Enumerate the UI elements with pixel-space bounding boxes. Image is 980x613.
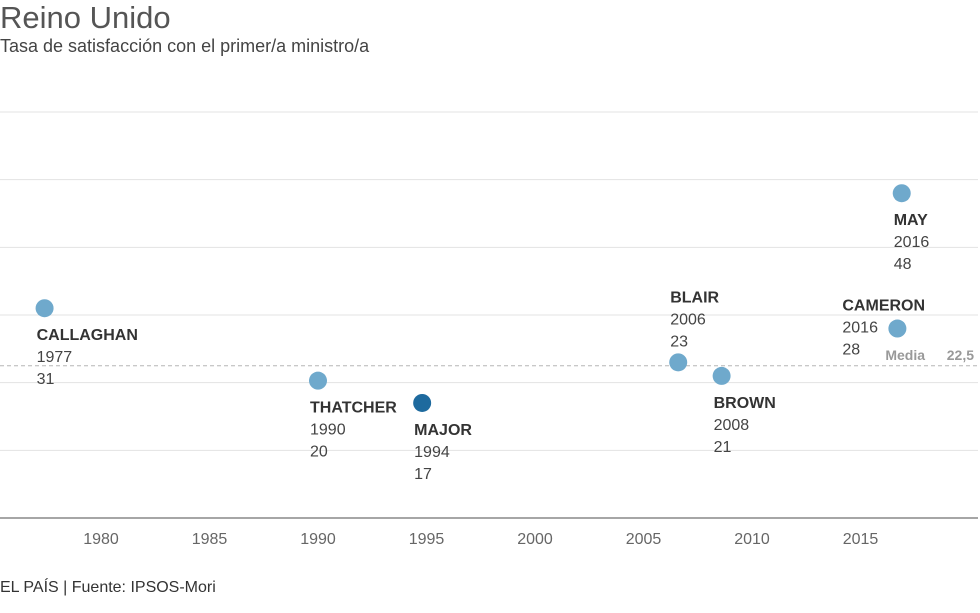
average-value: 22,5 xyxy=(947,347,974,363)
point-name-label: BLAIR xyxy=(670,289,719,306)
source-credit: EL PAÍS | Fuente: IPSOS-Mori xyxy=(0,579,216,596)
data-point xyxy=(892,184,911,203)
data-point xyxy=(309,371,327,390)
chart-subtitle: Tasa de satisfacción con el primer/a min… xyxy=(0,36,370,56)
point-year-label: 2016 xyxy=(842,320,878,337)
point-value-label: 20 xyxy=(310,444,328,461)
x-tick-label: 2015 xyxy=(843,531,879,548)
x-tick-label: 1990 xyxy=(300,531,336,548)
point-year-label: 2006 xyxy=(670,311,706,328)
point-year-label: 2016 xyxy=(894,234,930,251)
average-label: Media xyxy=(885,347,925,363)
data-point xyxy=(669,353,688,372)
x-tick-label: 2010 xyxy=(734,531,770,548)
x-tick-label: 1985 xyxy=(192,531,228,548)
point-name-label: MAY xyxy=(894,212,928,229)
point-name-label: BROWN xyxy=(714,395,776,412)
x-tick-label: 1995 xyxy=(409,531,445,548)
point-name-label: CALLAGHAN xyxy=(37,327,138,344)
point-name-label: CAMERON xyxy=(842,298,925,315)
x-tick-label: 2000 xyxy=(517,531,553,548)
chart-area: 1980 1985 1990 1995 2000 2005 2010 2015 Media 22,… xyxy=(0,111,978,548)
point-value-label: 21 xyxy=(714,439,732,456)
point-name-label: THATCHER xyxy=(310,400,397,417)
point-value-label: 28 xyxy=(842,342,860,359)
point-value-label: 23 xyxy=(670,333,688,350)
point-value-label: 48 xyxy=(894,256,912,273)
point-value-label: 17 xyxy=(414,466,432,483)
chart-title: Reino Unido xyxy=(0,0,171,35)
x-tick-label: 1980 xyxy=(83,531,119,548)
data-point xyxy=(888,319,907,338)
point-year-label: 1977 xyxy=(37,349,73,366)
point-year-label: 1990 xyxy=(310,422,346,439)
x-tick-label: 2005 xyxy=(626,531,662,548)
data-point xyxy=(35,299,54,318)
point-value-label: 31 xyxy=(37,371,55,388)
data-point xyxy=(712,366,731,385)
data-point xyxy=(413,393,432,412)
point-year-label: 1994 xyxy=(414,444,450,461)
point-name-label: MAJOR xyxy=(414,422,472,439)
point-year-label: 2008 xyxy=(714,417,750,434)
